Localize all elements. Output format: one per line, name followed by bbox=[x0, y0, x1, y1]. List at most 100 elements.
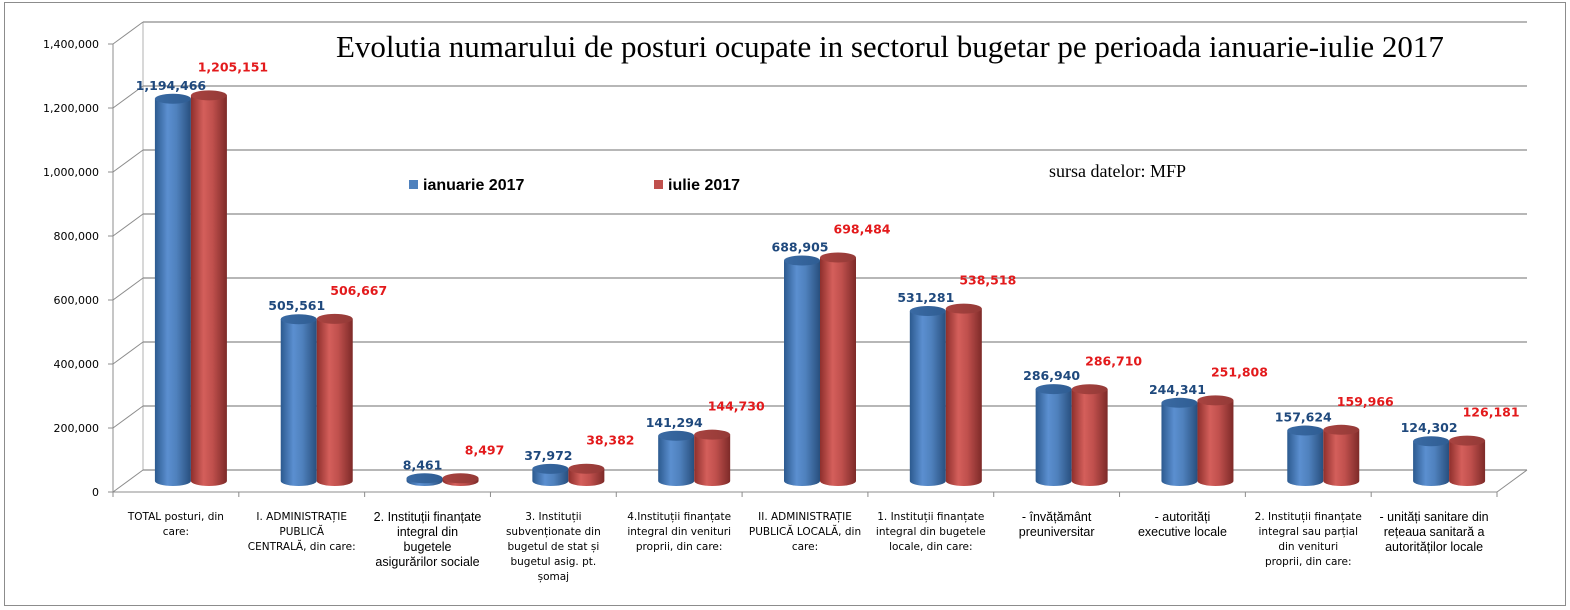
floor-right-edge bbox=[1496, 469, 1528, 493]
data-label-iulie: 38,382 bbox=[586, 433, 634, 448]
bar-body bbox=[1197, 400, 1234, 487]
bar-ianuarie bbox=[1287, 425, 1324, 487]
data-label-ianuarie: 688,905 bbox=[772, 240, 829, 255]
gridline-side bbox=[112, 85, 144, 109]
bar-body bbox=[909, 310, 946, 487]
x-category-label-line: locale, din care: bbox=[889, 541, 973, 553]
x-category-label-line: 2. Instituții finanțate bbox=[373, 510, 482, 524]
x-category-label-line: 4.Instituții finanțate bbox=[627, 511, 732, 523]
legend-label-ianuarie: ianuarie 2017 bbox=[423, 177, 525, 194]
x-category-label-line: subvenționate din bbox=[505, 526, 601, 538]
bar-top bbox=[1449, 435, 1486, 446]
bar-ianuarie bbox=[1413, 436, 1450, 487]
x-category-label: 2. Instituții finanțate integral din buget… bbox=[365, 510, 491, 570]
bar-top bbox=[532, 463, 569, 474]
bar-top bbox=[1071, 384, 1108, 395]
x-category-label-line: care: bbox=[791, 541, 819, 553]
bar-body bbox=[694, 434, 731, 487]
data-label-ianuarie: 37,972 bbox=[524, 448, 572, 463]
bar-iulie bbox=[820, 252, 856, 486]
bar-top bbox=[442, 473, 479, 484]
bar-top bbox=[945, 303, 982, 314]
x-category-label-line: integral din venituri bbox=[627, 526, 731, 538]
x-category-label: I. ADMINISTRAȚIE PUBLICĂ CENTRALĂ, din car… bbox=[239, 510, 365, 555]
bar-ianuarie bbox=[784, 255, 820, 486]
data-label-iulie: 538,518 bbox=[959, 273, 1016, 288]
bar-iulie bbox=[1071, 384, 1108, 487]
bar-ianuarie bbox=[280, 314, 317, 486]
bar-top bbox=[694, 429, 731, 440]
bar-ianuarie bbox=[1035, 384, 1072, 487]
x-category-label: - învățământ preuniversitar bbox=[994, 510, 1120, 540]
bar-body bbox=[1323, 429, 1360, 487]
bar-body bbox=[280, 319, 317, 486]
x-category-label-line: PUBLICĂ bbox=[279, 526, 325, 538]
data-label-ianuarie: 124,302 bbox=[1401, 420, 1458, 435]
bar-top bbox=[154, 93, 191, 104]
bar-top bbox=[1413, 436, 1450, 447]
bar-top bbox=[190, 90, 227, 101]
bar-body bbox=[1071, 389, 1108, 487]
x-category-label-line: bugetul de stat și bbox=[507, 541, 600, 553]
data-label-iulie: 126,181 bbox=[1463, 405, 1520, 420]
x-category-label: - autorități executive locale bbox=[1120, 510, 1246, 540]
x-category-label: 4.Instituții finanțate integral din venit… bbox=[616, 510, 742, 555]
bar-body bbox=[154, 98, 191, 487]
y-tick-label: 1,000,000 bbox=[43, 166, 99, 179]
x-category-label-line: 1. Instituții finanțate bbox=[877, 511, 985, 523]
bar-top bbox=[1287, 425, 1324, 436]
data-label-ianuarie: 505,561 bbox=[268, 298, 325, 313]
y-tick-label: 600,000 bbox=[54, 294, 100, 307]
bar-top bbox=[909, 305, 946, 316]
y-axis-ticks: 0 200,000 400,000 600,000 800,000 1,000,000 1,… bbox=[43, 38, 99, 499]
data-label-ianuarie: 244,341 bbox=[1149, 382, 1206, 397]
x-category-label-line: care: bbox=[162, 526, 190, 538]
x-category-label-line: II. ADMINISTRAȚIE bbox=[758, 511, 852, 523]
bar-top bbox=[568, 463, 605, 474]
bar-top bbox=[406, 473, 443, 484]
x-category-label-line: 2. Instituții finanțate bbox=[1254, 511, 1362, 523]
bar-iulie bbox=[1449, 435, 1486, 487]
legend-label-iulie: iulie 2017 bbox=[668, 177, 740, 194]
gridline-side bbox=[112, 149, 144, 173]
x-category-label-line: preuniversitar bbox=[1018, 525, 1095, 539]
data-label-ianuarie: 8,461 bbox=[403, 457, 443, 472]
y-tick-label: 1,200,000 bbox=[43, 102, 99, 115]
gridline-side bbox=[112, 277, 144, 301]
data-label-iulie: 698,484 bbox=[834, 221, 891, 236]
bars bbox=[154, 90, 1486, 487]
bar-iulie bbox=[1197, 395, 1234, 487]
legend: ianuarie 2017 iulie 2017 bbox=[409, 177, 740, 194]
bar-body bbox=[1287, 430, 1324, 487]
data-label-ianuarie: 157,624 bbox=[1275, 410, 1332, 425]
bar-body bbox=[658, 435, 695, 487]
bar-iulie bbox=[694, 429, 731, 487]
bar-body bbox=[1449, 440, 1486, 487]
x-category-label-line: - autorități bbox=[1154, 510, 1211, 524]
bar-ianuarie bbox=[909, 305, 946, 487]
legend-swatch-ianuarie bbox=[409, 180, 418, 189]
x-category-label-line: CENTRALĂ, din care: bbox=[247, 541, 356, 553]
x-category-label: - unități sanitare din rețeaua sanitară a… bbox=[1371, 510, 1497, 555]
bar-top bbox=[658, 430, 695, 441]
gridline-side bbox=[112, 469, 144, 493]
data-label-iulie: 1,205,151 bbox=[198, 59, 268, 74]
x-category-label-line: bugetele bbox=[403, 540, 452, 554]
x-category-label-line: executive locale bbox=[1137, 525, 1227, 539]
x-category-label-line: TOTAL posturi, din bbox=[127, 511, 224, 523]
x-category-label-line: integral din bbox=[396, 525, 459, 539]
data-label-iulie: 144,730 bbox=[708, 399, 765, 414]
x-category-label-line: asigurărilor sociale bbox=[375, 555, 480, 569]
bar-top bbox=[316, 313, 353, 324]
bar-body bbox=[1413, 441, 1450, 487]
bar-top bbox=[1035, 384, 1072, 395]
bar-iulie bbox=[568, 463, 605, 487]
bar-top bbox=[1197, 395, 1234, 406]
source-annotation: sursa datelor: MFP bbox=[1049, 161, 1186, 181]
chart-title: Evolutia numarului de posturi ocupate in… bbox=[336, 29, 1444, 64]
data-label-iulie: 286,710 bbox=[1085, 353, 1142, 368]
x-category-label-line: șomaj bbox=[537, 571, 570, 583]
data-label-ianuarie: 1,194,466 bbox=[136, 78, 207, 93]
bar-iulie bbox=[190, 90, 227, 487]
